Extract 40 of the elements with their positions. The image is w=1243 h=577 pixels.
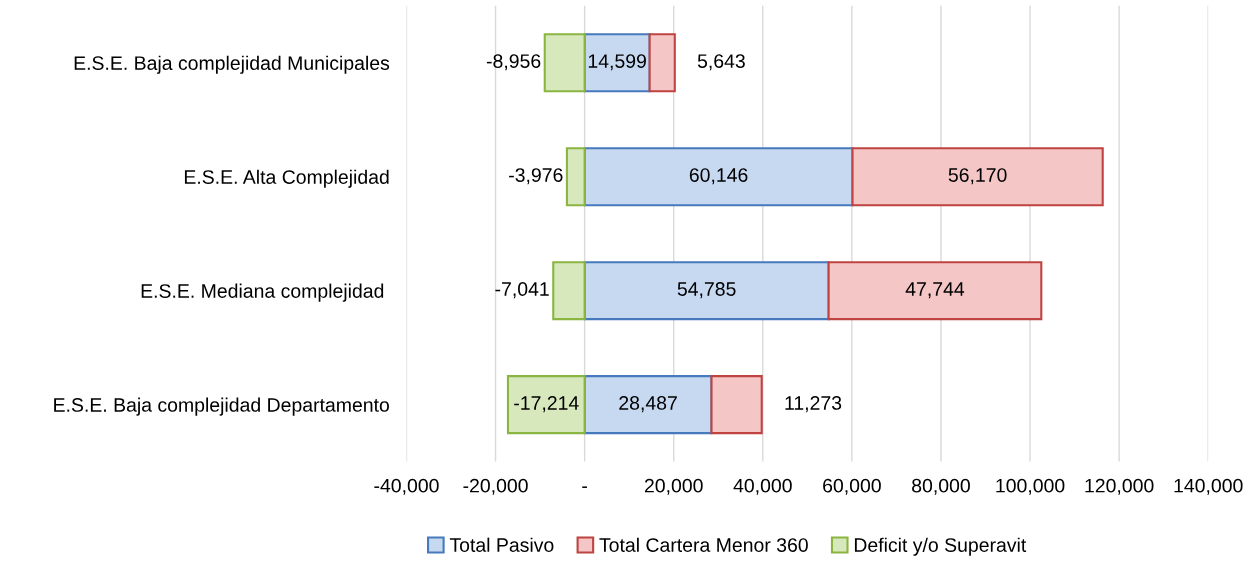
bar (583, 375, 713, 435)
bar (827, 261, 1043, 321)
data-label: 5,643 (697, 54, 745, 71)
data-label: -7,041 (495, 282, 549, 299)
x-tick-label: -40,000 (374, 478, 439, 495)
legend-label: Total Pasivo (449, 537, 554, 552)
y-tick-label: E.S.E. Mediana complejidad (141, 283, 384, 302)
data-label: -3,976 (509, 168, 563, 185)
y-tick-label: E.S.E. Baja complejidad Municipales (74, 55, 390, 74)
x-tick-label: 140,000 (1174, 478, 1243, 495)
data-label: 28,487 (619, 396, 677, 413)
data-label: 54,785 (677, 282, 736, 299)
x-tick-label: 40,000 (733, 478, 792, 495)
bar (506, 375, 586, 435)
y-tick-label: E.S.E. Baja complejidad Departamento (54, 397, 389, 416)
bar (851, 147, 1104, 207)
bar (583, 147, 854, 207)
legend-label: Total Cartera Menor 360 (599, 537, 808, 552)
bar (565, 147, 586, 207)
data-label: 11,273 (785, 396, 842, 413)
bar (710, 375, 763, 435)
data-label: 60,146 (689, 168, 748, 185)
x-tick-label: 20,000 (644, 478, 703, 495)
x-tick-label: -20,000 (463, 478, 528, 495)
data-label: 47,744 (905, 282, 965, 299)
legend-label: Deficit y/o Superavit (854, 537, 1027, 556)
bar (543, 33, 586, 93)
bar (648, 33, 676, 93)
data-label: 56,170 (948, 168, 1007, 185)
bar (552, 261, 586, 321)
data-label: -8,956 (486, 54, 541, 71)
y-tick-label: E.S.E. Alta Complejidad (184, 169, 389, 188)
data-label: 14,599 (588, 54, 646, 71)
x-tick-label: 120,000 (1085, 478, 1154, 495)
x-tick-label: 100,000 (996, 478, 1065, 495)
x-tick-label: - (582, 486, 587, 488)
x-tick-label: 60,000 (823, 478, 881, 495)
bar (583, 261, 830, 321)
data-label: -17,214 (514, 396, 579, 413)
x-tick-label: 80,000 (912, 478, 970, 495)
